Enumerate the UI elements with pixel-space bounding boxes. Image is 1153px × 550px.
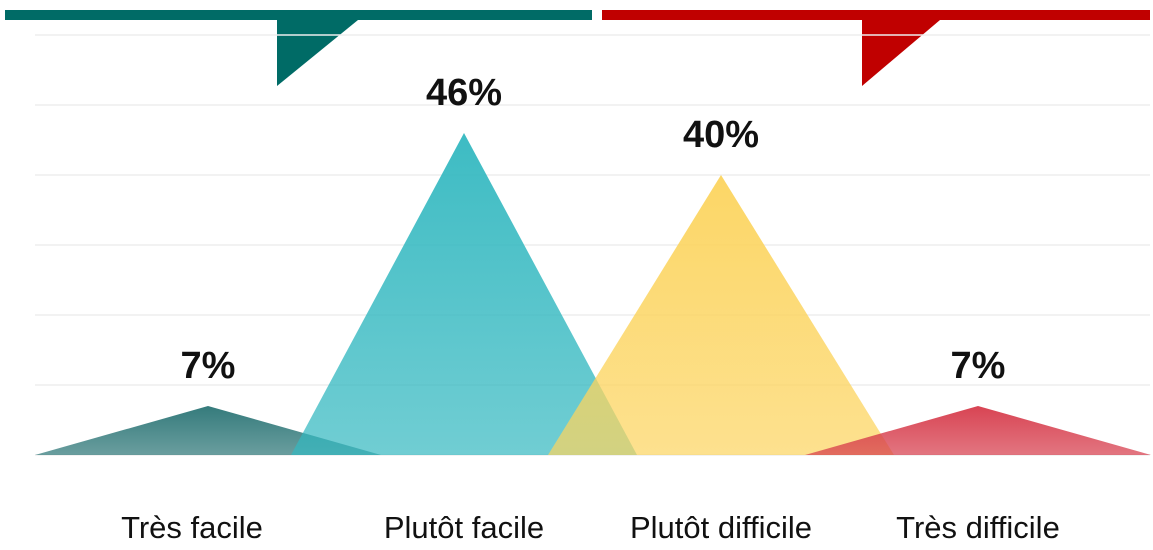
triangle [291, 133, 637, 455]
banner-flag-right [862, 20, 940, 86]
value-label: 7% [951, 345, 1006, 387]
x-tick-label: Très difficile [896, 510, 1060, 545]
value-label: 7% [181, 345, 236, 387]
x-tick-label: Plutôt facile [384, 510, 544, 545]
triangle [805, 406, 1151, 455]
banner-flag-left [277, 20, 358, 86]
banner-left [5, 10, 592, 20]
x-tick-label: Très facile [121, 510, 263, 545]
banner-right [602, 10, 1150, 20]
x-tick-label: Plutôt difficile [630, 510, 812, 545]
triangle [35, 406, 381, 455]
value-label: 46% [426, 72, 502, 114]
value-label: 40% [683, 114, 759, 156]
triangle [548, 175, 894, 455]
